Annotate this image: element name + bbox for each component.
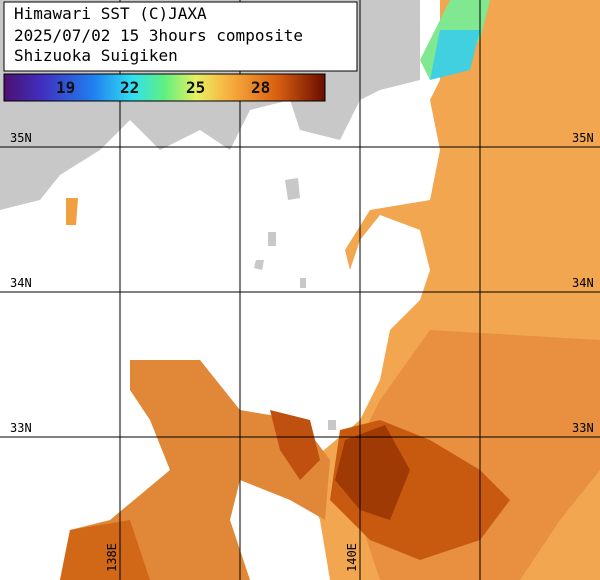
lon-label: 140E — [345, 543, 359, 572]
colorbar-label: 22 — [120, 78, 139, 97]
lat-label: 34N — [572, 276, 594, 290]
lat-label: 33N — [572, 421, 594, 435]
sst-field — [60, 0, 600, 580]
header-box — [3, 1, 358, 72]
colorbar-label: 19 — [56, 78, 75, 97]
colorbar-label: 28 — [251, 78, 270, 97]
header-line: 2025/07/02 15 3hours composite — [14, 26, 303, 45]
colorbar — [3, 73, 326, 102]
lat-label: 34N — [10, 276, 32, 290]
lat-label: 35N — [572, 131, 594, 145]
colorbar-label: 25 — [186, 78, 205, 97]
lat-label: 33N — [10, 421, 32, 435]
lon-label: 138E — [105, 543, 119, 572]
lat-label: 35N — [10, 131, 32, 145]
header-line: Shizuoka Suigiken — [14, 46, 178, 65]
header-line: Himawari SST (C)JAXA — [14, 4, 207, 23]
